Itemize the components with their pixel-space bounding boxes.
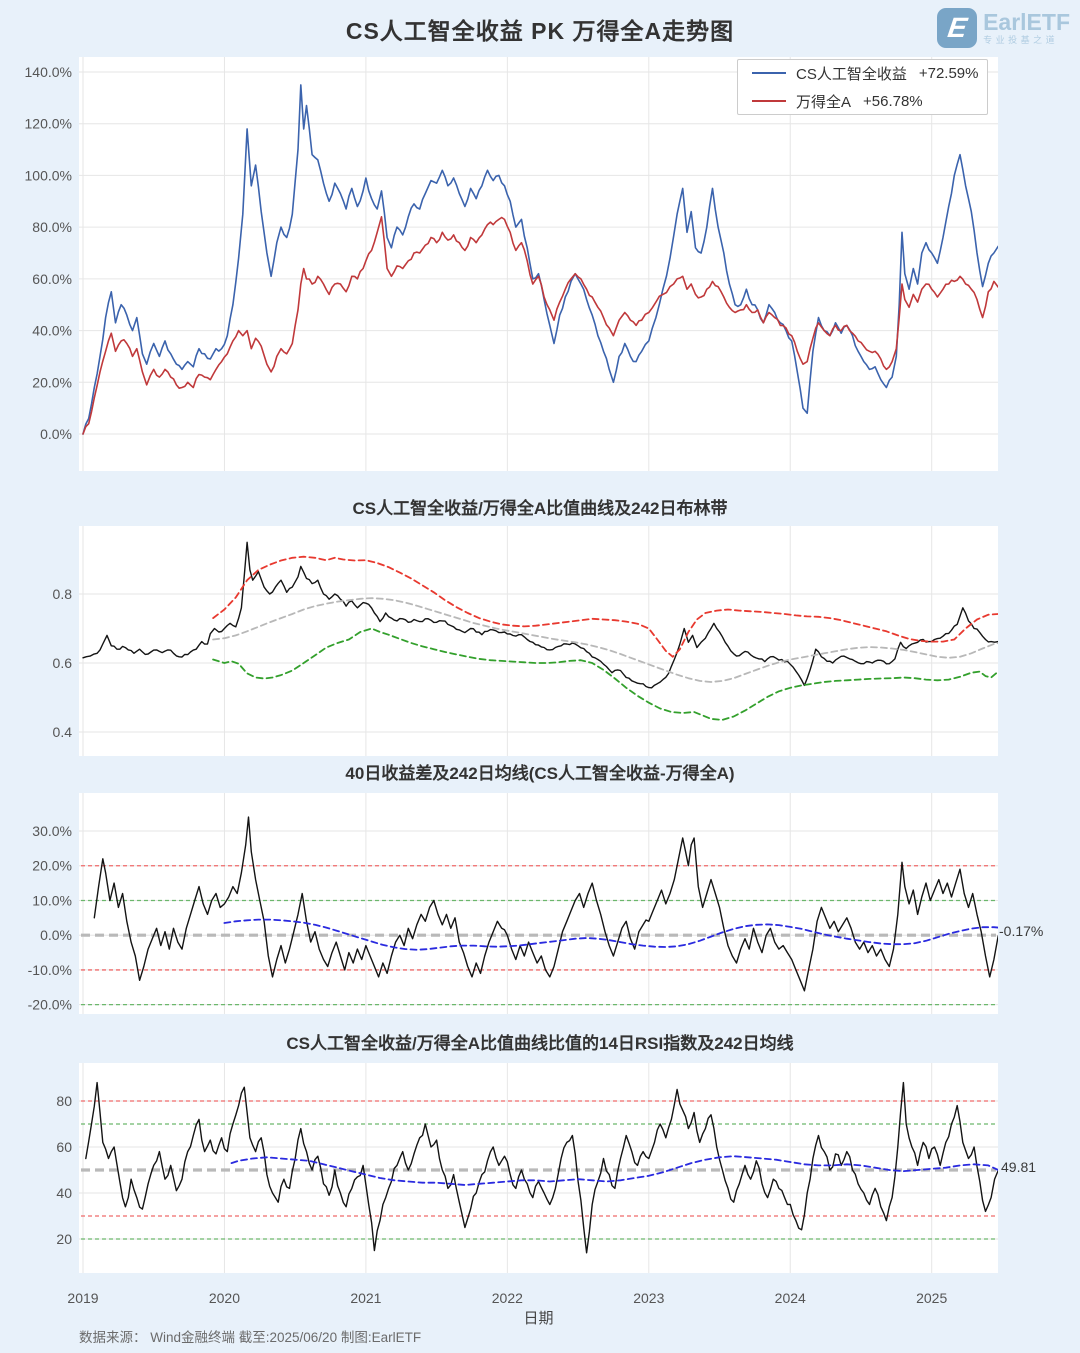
y-tick-label: 0.0%: [40, 927, 72, 943]
x-tick-label-2024: 2024: [774, 1290, 806, 1306]
legend-item-wind-all-a: 万得全A +56.78%: [752, 91, 987, 112]
y-tick-label: 140.0%: [25, 64, 72, 80]
x-tick-label-2023: 2023: [633, 1290, 665, 1306]
series-line-242日均线: [212, 597, 998, 683]
y-tick-label: 80: [56, 1093, 72, 1109]
logo-text: EarlETF 专业投基之道: [983, 10, 1070, 46]
series-line-14日RSI: [85, 1081, 998, 1254]
panel-4-title: CS人工智全收益/万得全A比值曲线比值的14日RSI指数及242日均线: [286, 1034, 794, 1053]
return-diff-last-value-label: -0.17%: [999, 923, 1044, 939]
series-line-布林带上轨: [212, 555, 998, 658]
legend-box: CS人工智全收益 +72.59% 万得全A +56.78%: [737, 59, 988, 115]
y-tick-label: 0.8: [53, 586, 73, 602]
x-tick-label-2019: 2019: [67, 1290, 99, 1306]
legend-label-cs-ai: CS人工智全收益: [796, 65, 907, 83]
y-tick-label: 40.0%: [32, 323, 72, 339]
panel-4-plot-area: [79, 1063, 998, 1273]
earletf-logo-icon: E: [937, 8, 978, 48]
y-tick-label: 0.0%: [40, 426, 72, 442]
legend-value-cs-ai: +72.59%: [918, 64, 979, 82]
panel-3-title: 40日收益差及242日均线(CS人工智全收益-万得全A): [345, 764, 735, 783]
panel-2: 0.8 0.6 0.4: [53, 526, 998, 756]
x-tick-label-2020: 2020: [208, 1290, 241, 1306]
y-tick-label: -10.0%: [28, 962, 72, 978]
legend-value-wind-all-a: +56.78%: [863, 92, 923, 110]
y-tick-label: 30.0%: [32, 823, 72, 839]
x-tick-label-2025: 2025: [916, 1290, 948, 1306]
series-line-布林带下轨: [212, 627, 998, 721]
legend-item-cs-ai: CS人工智全收益 +72.59%: [752, 63, 987, 84]
earletf-logo: E EarlETF 专业投基之道: [937, 8, 1070, 48]
legend-swatch-wind-all-a: [752, 100, 786, 102]
page-title: CS人工智全收益 PK 万得全A走势图: [345, 18, 735, 44]
legend-swatch-cs-ai: [752, 72, 786, 74]
y-tick-label: 100.0%: [25, 167, 72, 183]
series-line-242日均线: [230, 1155, 998, 1186]
series-line-万得全A: [82, 216, 998, 435]
y-tick-label: 20: [56, 1231, 72, 1247]
panel-1: 0.0% 20.0% 40.0% 60.0% 80.0% 100.0% 120.0% 140.…: [25, 57, 998, 471]
y-tick-label: 60: [56, 1139, 72, 1155]
series-line-比值曲线: [82, 541, 998, 689]
y-tick-label: 0.6: [53, 655, 73, 671]
y-tick-label: -20.0%: [28, 997, 72, 1013]
panel-3: 30.0% 20.0% 10.0% 0.0% -10.0% -20.0%: [28, 793, 998, 1014]
y-tick-label: 60.0%: [32, 271, 72, 287]
data-source-footer: 数据来源： Wind金融终端 截至:2025/06/20 制图:EarlETF: [79, 1330, 422, 1345]
y-tick-label: 120.0%: [25, 116, 72, 132]
rsi-last-value-label: 49.81: [1001, 1159, 1037, 1175]
y-tick-label: 80.0%: [32, 219, 72, 235]
panel-4: 80 60 40 20: [56, 1063, 998, 1273]
legend-label-wind-all-a: 万得全A: [796, 93, 852, 111]
y-tick-label: 10.0%: [32, 892, 72, 908]
series-line-40日收益差: [93, 816, 998, 992]
logo-wordmark: EarlETF: [983, 9, 1070, 36]
logo-tagline: 专业投基之道: [983, 35, 1059, 46]
panel-2-plot-area: [79, 526, 998, 756]
x-tick-label-2022: 2022: [491, 1290, 523, 1306]
x-tick-label-2021: 2021: [350, 1290, 382, 1306]
y-tick-label: 40: [56, 1185, 72, 1201]
panel-3-plot-area: [79, 793, 998, 1014]
y-tick-label: 20.0%: [32, 858, 72, 874]
panel-2-title: CS人工智全收益/万得全A比值曲线及242日布林带: [352, 499, 728, 518]
y-tick-label: 0.4: [53, 724, 73, 740]
panel-1-plot-area: [79, 57, 998, 471]
y-tick-label: 20.0%: [32, 374, 72, 390]
x-axis-title: 日期: [523, 1310, 554, 1327]
series-line-242日均线: [223, 918, 998, 951]
